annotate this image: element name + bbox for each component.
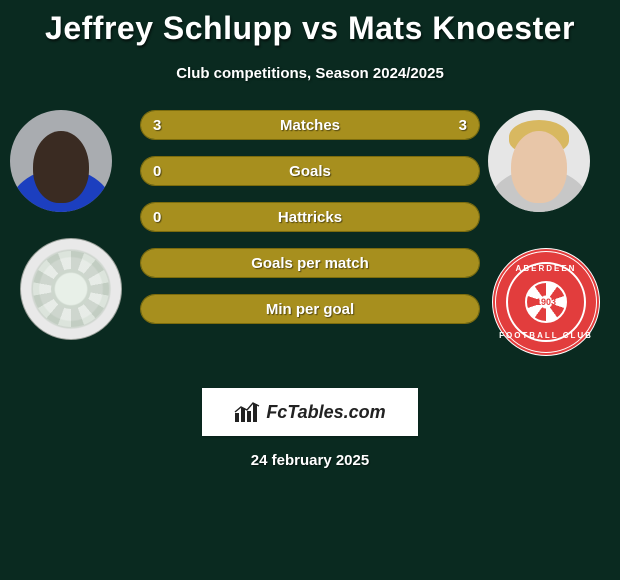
brand-chart-icon <box>234 401 260 423</box>
stat-bar: Goals0 <box>140 156 480 186</box>
comparison-title: Jeffrey Schlupp vs Mats Knoester <box>0 0 620 47</box>
player-left-photo <box>10 110 112 212</box>
player-left-head <box>33 131 89 203</box>
stat-value-left: 0 <box>141 157 173 187</box>
stat-value-left: 0 <box>141 203 173 233</box>
stat-bar: Min per goal <box>140 294 480 324</box>
stat-bar-label: Hattricks <box>141 203 479 233</box>
stat-bar: Matches3 3 <box>140 110 480 140</box>
club-crest-right: ABERDEEN 1903 FOOTBALL CLUB <box>492 248 600 356</box>
comparison-arena: ABERDEEN 1903 FOOTBALL CLUB Matches3 3 Goa… <box>0 110 620 370</box>
comparison-date: 24 february 2025 <box>0 452 620 469</box>
player-right-head <box>511 131 567 203</box>
brand-box: FcTables.com <box>202 388 418 436</box>
stat-bar-label: Matches <box>141 111 479 141</box>
brand-text: FcTables.com <box>266 402 385 423</box>
crest-right-top-text: ABERDEEN <box>516 264 577 273</box>
club-crest-left <box>20 238 122 340</box>
stat-bar-label: Min per goal <box>141 295 479 325</box>
crest-right-bottom-text: FOOTBALL CLUB <box>499 331 593 340</box>
stat-value-right: 3 <box>447 111 479 141</box>
stat-bar-label: Goals per match <box>141 249 479 279</box>
stat-bar-label: Goals <box>141 157 479 187</box>
stat-bar: Goals per match <box>140 248 480 278</box>
player-right-photo <box>488 110 590 212</box>
stat-bar: Hattricks0 <box>140 202 480 232</box>
stat-value-left: 3 <box>141 111 173 141</box>
crest-right-year: 1903 <box>536 297 556 307</box>
stats-bars: Matches33Goals0Hattricks0Goals per match… <box>140 110 480 340</box>
comparison-subtitle: Club competitions, Season 2024/2025 <box>0 65 620 82</box>
